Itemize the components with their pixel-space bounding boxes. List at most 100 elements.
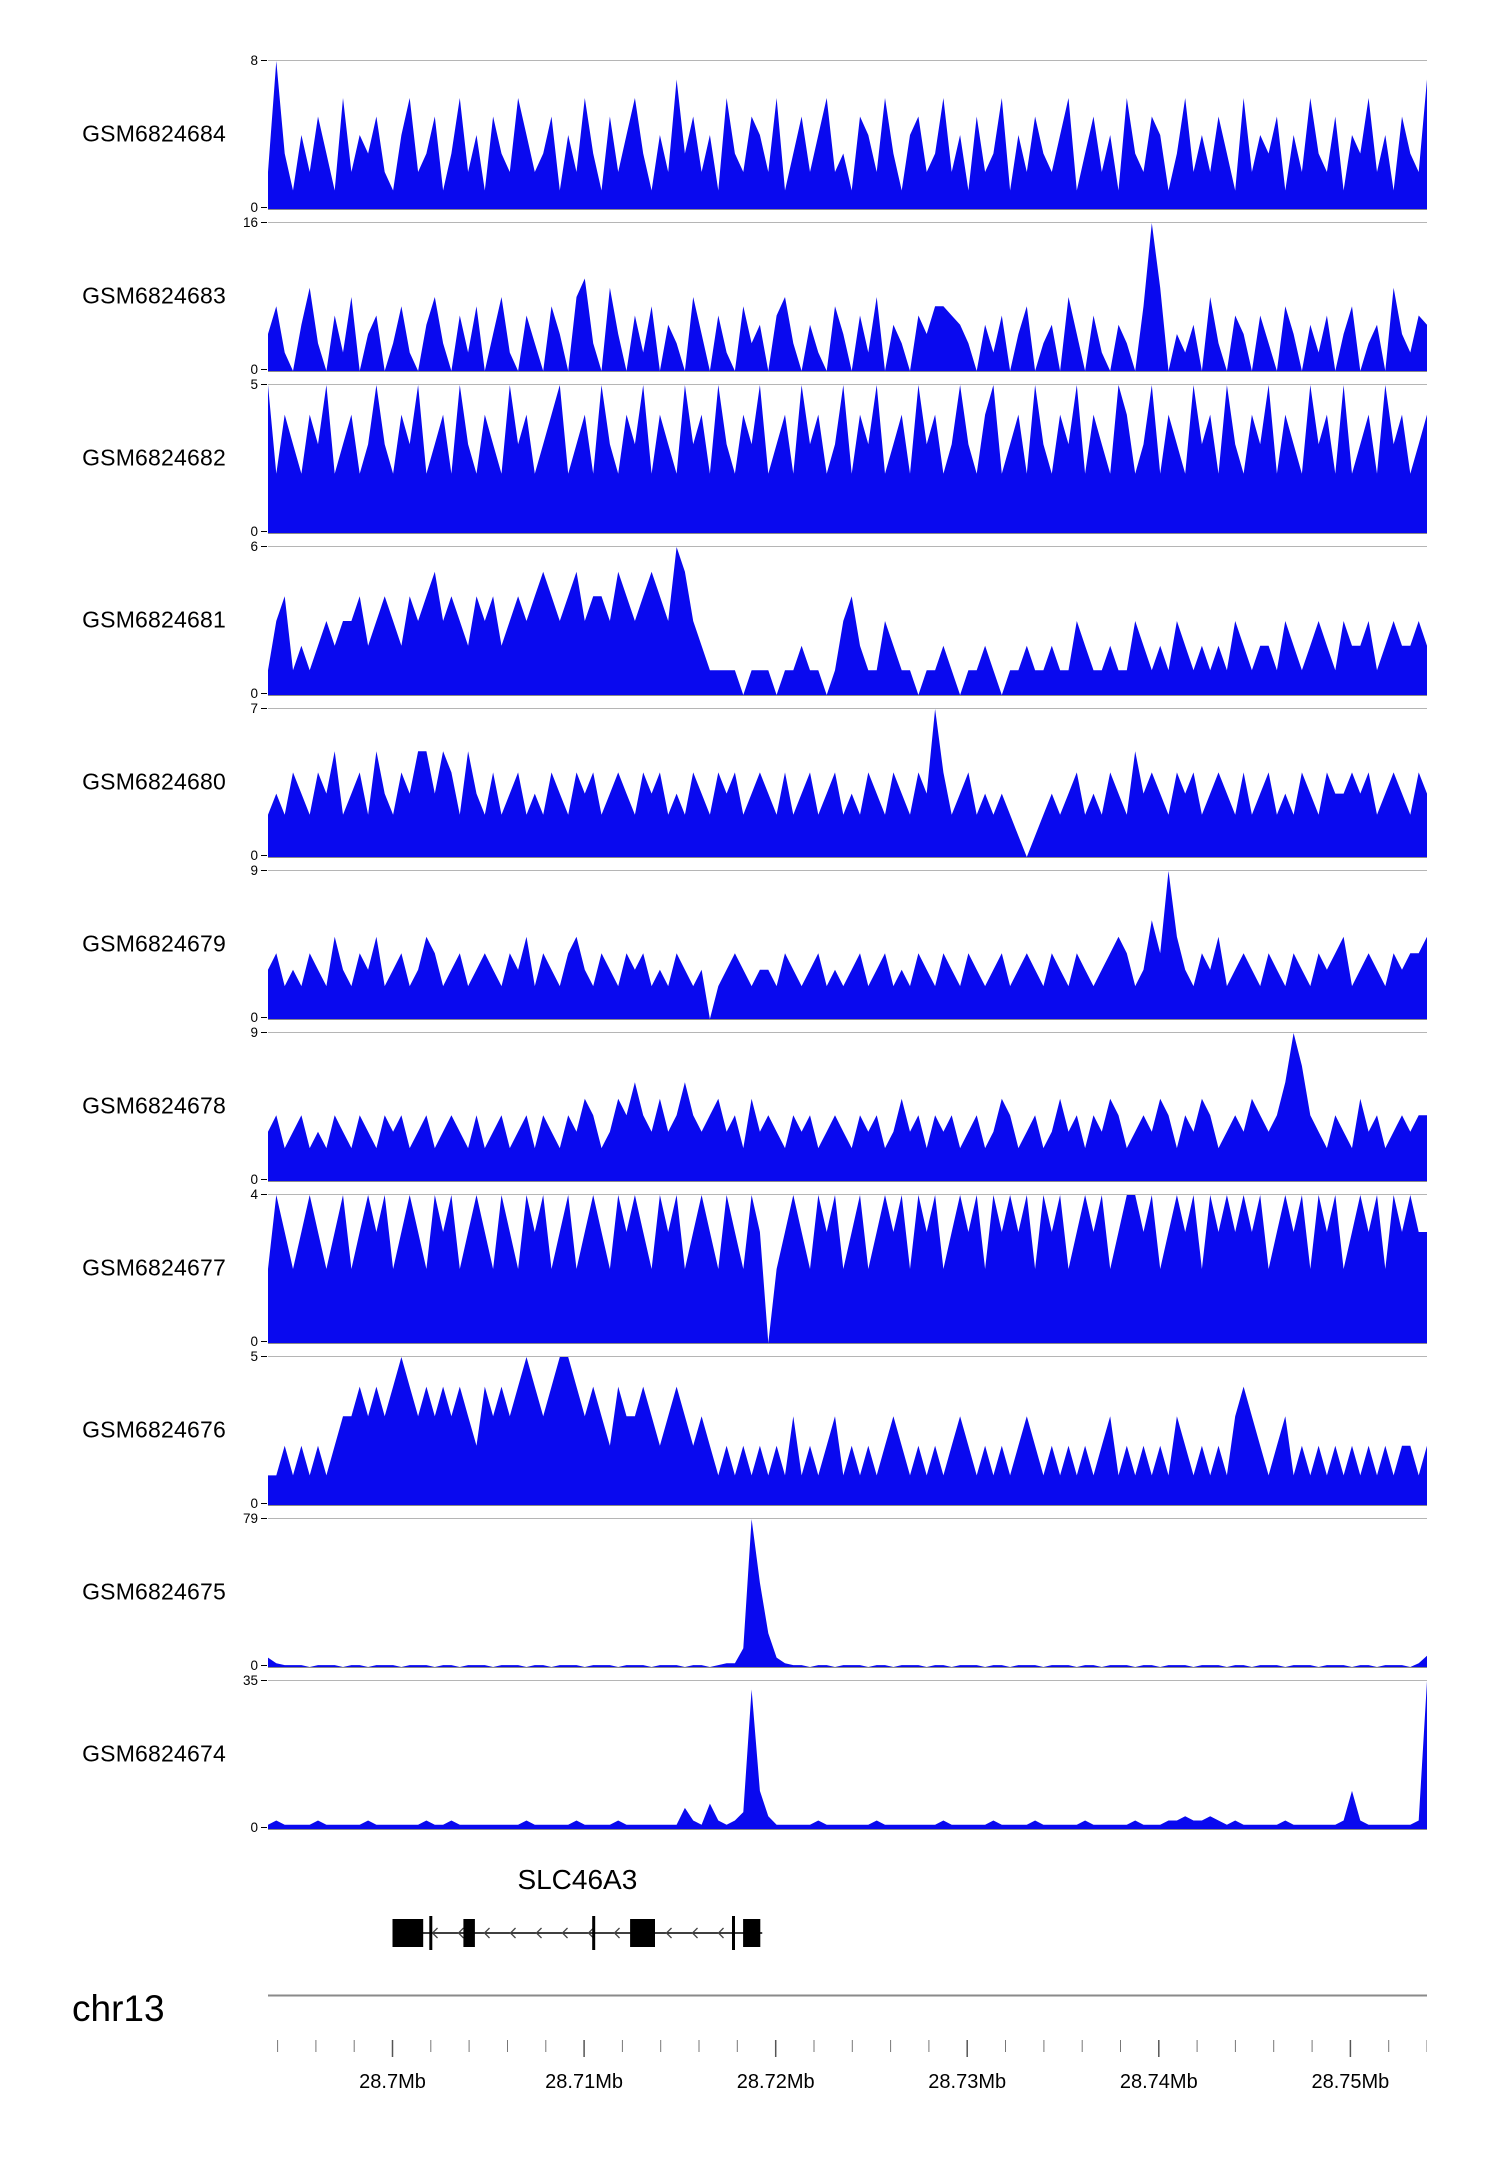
y-axis-tick	[261, 1503, 267, 1504]
y-axis-tick	[261, 369, 267, 370]
gene-exon	[463, 1919, 475, 1947]
y-axis-max-label: 8	[250, 53, 258, 68]
y-axis-zero-label: 0	[250, 1658, 258, 1673]
signal-plot	[268, 1194, 1427, 1344]
strand-arrow-left-icon	[613, 1927, 620, 1939]
y-axis-max-label: 5	[250, 377, 258, 392]
strand-arrow-left-icon	[587, 1927, 594, 1939]
track-row: GSM6824679 9 0	[0, 864, 1500, 1024]
y-axis-tick	[261, 222, 267, 223]
strand-arrow-left-icon	[431, 1927, 438, 1939]
track-label: GSM6824675	[82, 1578, 226, 1605]
y-axis-max-label: 7	[250, 701, 258, 716]
y-axis-zero-label: 0	[250, 1010, 258, 1025]
y-axis-max-label: 79	[242, 1511, 258, 1526]
gene-exon	[392, 1919, 424, 1947]
strand-arrow-left-icon	[483, 1927, 490, 1939]
signal-area	[268, 1519, 1427, 1667]
signal-plot	[268, 708, 1427, 858]
track-label: GSM6824679	[82, 930, 226, 957]
signal-plot	[268, 1356, 1427, 1506]
y-axis-tick	[261, 531, 267, 532]
chromosome-label: chr13	[72, 1988, 165, 2029]
y-axis-tick	[261, 546, 267, 547]
y-axis-max-label: 9	[250, 863, 258, 878]
strand-arrow-left-icon	[561, 1927, 568, 1939]
track-row: GSM6824675 79 0	[0, 1512, 1500, 1672]
y-axis-max-label: 16	[242, 215, 258, 230]
y-axis-tick	[261, 1017, 267, 1018]
strand-arrow-left-icon	[509, 1927, 516, 1939]
y-axis-tick	[261, 1356, 267, 1357]
signal-area	[268, 1195, 1427, 1343]
y-axis-tick	[261, 384, 267, 385]
gene-name-label: SLC46A3	[517, 1864, 638, 1895]
genome-axis: 28.7Mb 28.71Mb 28.72Mb 28.73Mb 28.74Mb 28.75M…	[268, 1994, 1427, 2093]
track-row: GSM6824684 8 0	[0, 54, 1500, 214]
track-label: GSM6824682	[82, 444, 226, 471]
track-row: GSM6824681 6 0	[0, 540, 1500, 700]
track-row: GSM6824682 5 0	[0, 378, 1500, 538]
y-axis-max-label: 6	[250, 539, 258, 554]
y-axis-tick	[261, 1194, 267, 1195]
y-axis-zero-label: 0	[250, 1496, 258, 1511]
signal-area	[268, 547, 1427, 695]
track-row: GSM6824683 16 0	[0, 216, 1500, 376]
signal-area	[268, 1681, 1427, 1829]
axis-tick-label: 28.74Mb	[1120, 2071, 1198, 2093]
y-axis-tick	[261, 1341, 267, 1342]
signal-area	[268, 385, 1427, 533]
axis-tick-label: 28.72Mb	[737, 2071, 815, 2093]
y-axis-tick	[261, 870, 267, 871]
signal-plot	[268, 384, 1427, 534]
signal-plot	[268, 222, 1427, 372]
signal-area	[268, 1033, 1427, 1181]
signal-plot	[268, 546, 1427, 696]
strand-arrow-left-icon	[717, 1927, 724, 1939]
axis-tick-label: 28.71Mb	[545, 2071, 623, 2093]
track-row: GSM6824677 4 0	[0, 1188, 1500, 1348]
y-axis-max-label: 5	[250, 1349, 258, 1364]
y-axis-tick	[261, 60, 267, 61]
track-label: GSM6824678	[82, 1092, 226, 1119]
gene-boundary-tick	[429, 1916, 433, 1950]
y-axis-tick	[261, 207, 267, 208]
signal-plot	[268, 60, 1427, 210]
y-axis-zero-label: 0	[250, 1820, 258, 1835]
y-axis-tick	[261, 1680, 267, 1681]
signal-area	[268, 871, 1427, 1019]
track-row: GSM6824678 9 0	[0, 1026, 1500, 1186]
strand-arrow-left-icon	[691, 1927, 698, 1939]
signal-plot	[268, 1680, 1427, 1830]
signal-plot	[268, 870, 1427, 1020]
axis-tick-label: 28.75Mb	[1311, 2071, 1389, 2093]
gene-exon	[743, 1919, 761, 1947]
y-axis-zero-label: 0	[250, 848, 258, 863]
y-axis-zero-label: 0	[250, 362, 258, 377]
y-axis-tick	[261, 693, 267, 694]
y-axis-tick	[261, 1518, 267, 1519]
strand-arrow-left-icon	[535, 1927, 542, 1939]
strand-arrow-left-icon	[665, 1927, 672, 1939]
y-axis-tick	[261, 1827, 267, 1828]
track-row: GSM6824676 5 0	[0, 1350, 1500, 1510]
axis-tick-label: 28.7Mb	[359, 2071, 426, 2093]
track-label: GSM6824677	[82, 1254, 226, 1281]
signal-plot	[268, 1032, 1427, 1182]
y-axis-zero-label: 0	[250, 200, 258, 215]
signal-area	[268, 223, 1427, 371]
track-row: GSM6824674 35 0	[0, 1674, 1500, 1834]
track-label: GSM6824684	[82, 120, 226, 147]
y-axis-max-label: 9	[250, 1025, 258, 1040]
track-row: GSM6824680 7 0	[0, 702, 1500, 862]
y-axis-tick	[261, 1032, 267, 1033]
y-axis-zero-label: 0	[250, 686, 258, 701]
track-label: GSM6824681	[82, 606, 226, 633]
gene-exon	[630, 1919, 655, 1947]
y-axis-tick	[261, 1665, 267, 1666]
gene-boundary-tick	[592, 1916, 596, 1950]
track-label: GSM6824674	[82, 1740, 226, 1767]
y-axis-tick	[261, 708, 267, 709]
track-label: GSM6824683	[82, 282, 226, 309]
